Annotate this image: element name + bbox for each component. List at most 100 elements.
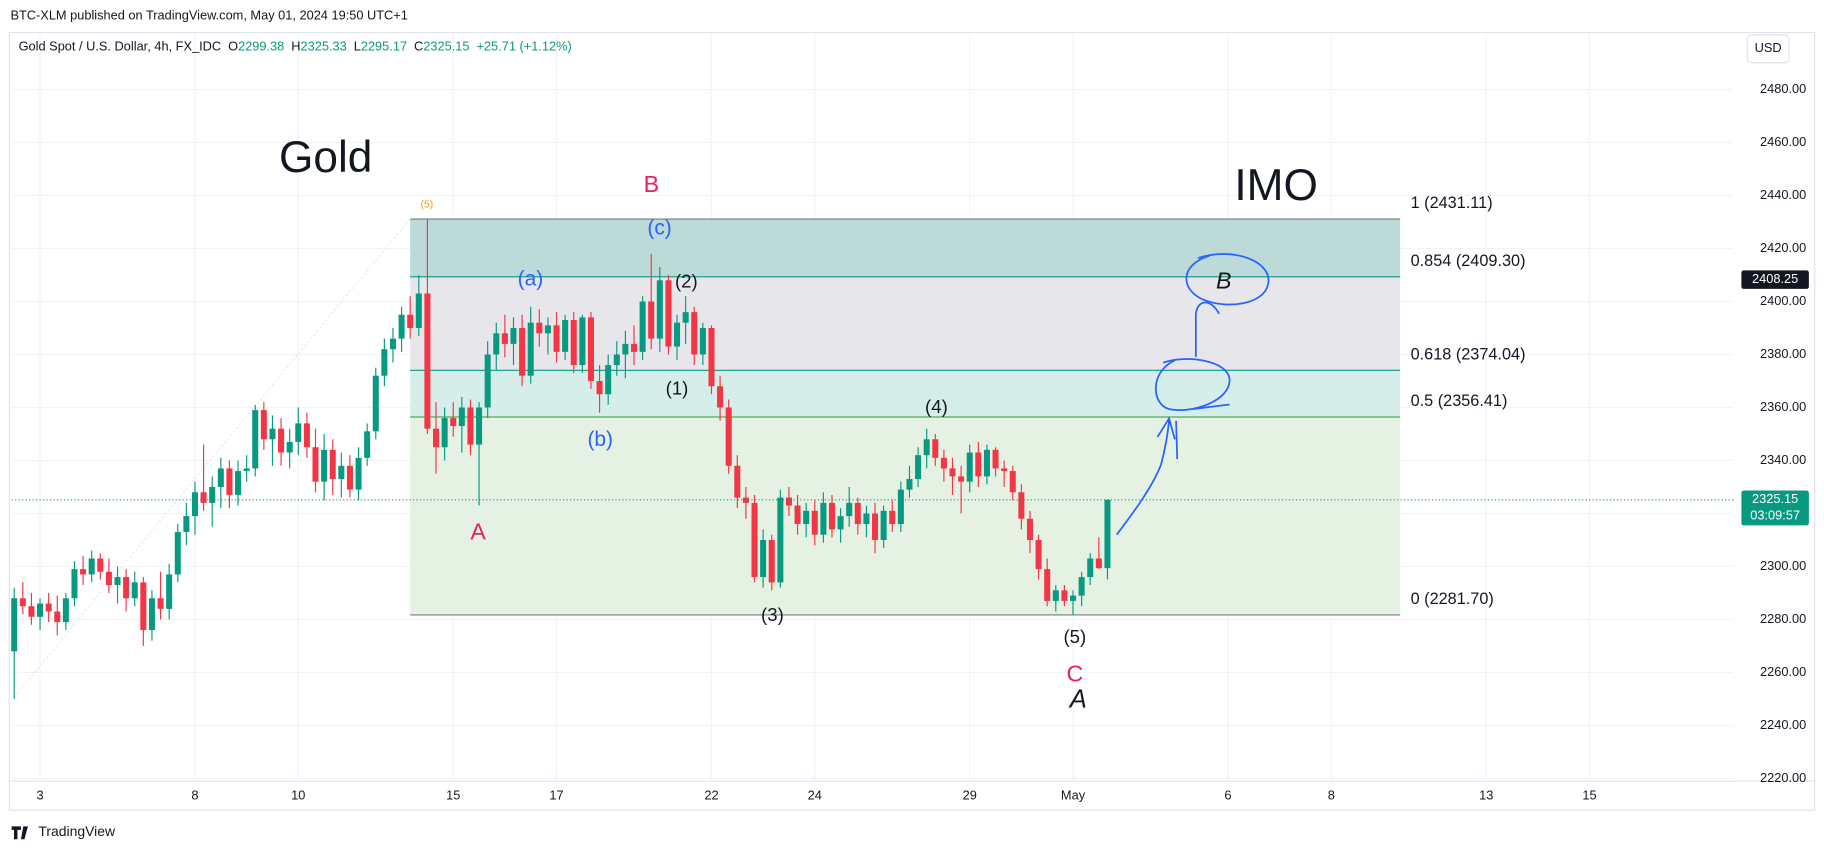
candle-body (441, 418, 448, 448)
candle-body (622, 343, 629, 355)
candle-body (742, 497, 749, 503)
candle-body (80, 569, 87, 575)
annotation: B (644, 171, 660, 197)
drawn-arrow (1116, 416, 1176, 536)
annotation: (2) (675, 270, 698, 291)
candle-body (889, 510, 896, 525)
x-tick-label: 15 (446, 788, 460, 803)
candle-body (54, 611, 61, 623)
candle-body (286, 441, 293, 453)
candle-body (699, 327, 706, 355)
candle-body (880, 510, 887, 540)
candle-body (803, 510, 810, 525)
y-tick-label: 2440.00 (1760, 187, 1806, 202)
candle-body (674, 322, 681, 347)
annotation: (1) (666, 377, 689, 398)
y-tick-label: 2300.00 (1760, 558, 1806, 573)
candle-body (1061, 590, 1068, 601)
candle-body (613, 354, 620, 366)
fib-label: 0.5 (2356.41) (1411, 392, 1508, 410)
candle-body (1009, 471, 1016, 493)
candle-body (794, 505, 801, 525)
candle-body (407, 314, 414, 328)
candle-body (630, 343, 638, 352)
candle-body (415, 293, 422, 328)
candle-body (777, 497, 784, 583)
x-tick-label: 17 (549, 788, 563, 803)
candle-body (148, 598, 155, 631)
candle-body (717, 386, 724, 408)
candle-body (97, 558, 104, 572)
candle-body (364, 431, 371, 458)
candle-body (527, 322, 534, 376)
candle-body (11, 598, 18, 652)
open-label: O (228, 39, 238, 54)
candle-body (381, 349, 388, 376)
candle-body (71, 569, 78, 599)
candle-body (828, 502, 836, 530)
y-tick-label: 2420.00 (1760, 240, 1806, 255)
candle-body (321, 449, 328, 482)
price-marker-label: 2408.25 (1752, 271, 1798, 286)
candle-body (312, 447, 319, 482)
candle-body (157, 598, 164, 609)
candle-body (1044, 569, 1051, 601)
candle-body (398, 314, 405, 339)
candle-body (915, 455, 922, 480)
y-tick-label: 2240.00 (1760, 717, 1806, 732)
annotation: Gold (279, 133, 372, 182)
candle-body (209, 486, 216, 503)
high-label: H (291, 39, 300, 54)
currency-button[interactable] (1746, 34, 1790, 64)
candle-body (226, 468, 233, 495)
x-tick-label: 8 (1328, 788, 1335, 803)
low-label: L (354, 39, 361, 54)
fib-label: 0 (2281.70) (1411, 590, 1494, 608)
fib-layer: 1 (2431.11) 0.854 (2409.30) 0.618 (2374.04… (410, 194, 1526, 616)
fib-zone (410, 370, 1401, 417)
candle-body (820, 502, 827, 535)
y-tick-label: 2260.00 (1760, 664, 1806, 679)
candle-body (992, 449, 999, 469)
candle-body (785, 497, 792, 506)
price-marker-box (1741, 270, 1809, 289)
candle-body (570, 320, 577, 366)
candle-body (949, 468, 956, 477)
annotation: A (470, 519, 486, 545)
candle-body (510, 327, 517, 344)
annotation: B (1216, 268, 1232, 294)
brand-name: TradingView (38, 823, 116, 839)
annotation: A (1068, 686, 1087, 714)
candle-body (295, 423, 302, 442)
candles-layer (11, 219, 1111, 699)
candle-body (544, 325, 551, 334)
candle-body (1035, 539, 1042, 570)
candle-body (217, 468, 224, 487)
candle-body (338, 465, 345, 480)
candle-body (682, 312, 689, 323)
candle-body (863, 513, 870, 525)
axis-layer: 2220.002240.002260.002280.002300.002320.… (11, 81, 1809, 803)
annotation: IMO (1234, 161, 1317, 210)
candle-body (372, 375, 379, 432)
candle-body (760, 539, 767, 578)
candle-body (467, 407, 474, 445)
candle-body (105, 571, 112, 586)
candle-body (846, 502, 853, 517)
currency-label[interactable]: USD (1755, 40, 1782, 55)
drawn-stroke (1175, 420, 1179, 460)
candle-body (966, 452, 973, 482)
annotation: (a) (518, 268, 544, 291)
candle-body (19, 598, 26, 607)
annotation: (b) (587, 428, 613, 451)
candle-body (656, 280, 663, 339)
candle-body (906, 479, 913, 490)
x-tick-label: 10 (291, 788, 305, 803)
candle-body (1001, 468, 1008, 472)
x-tick-label: 3 (36, 788, 43, 803)
candle-body (424, 293, 431, 429)
candle-body (278, 428, 285, 453)
x-tick-label: 22 (704, 788, 718, 803)
candle-body (1018, 492, 1025, 519)
